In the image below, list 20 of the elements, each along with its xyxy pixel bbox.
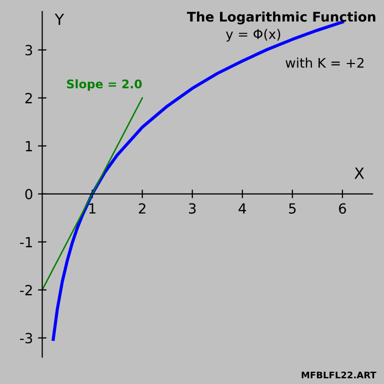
x-tick-label: 3 [188,203,196,214]
y-tick-label: 1 [26,141,32,152]
x-tick-label: 2 [138,203,146,214]
annotation: Slope = 2.0 [67,79,142,91]
y-tick-label: 3 [25,44,32,56]
x-tick-label: 5 [289,203,296,214]
x-axis-title: X [354,168,364,179]
x-tick-label: 1 [89,203,96,214]
y-tick-label: 0 [25,188,32,200]
y-tick-label: -2 [20,284,32,296]
x-tick-label: 4 [238,203,246,214]
x-tick-label: 6 [339,203,346,214]
y-tick-label: -1 [20,237,32,248]
y-tick-label: 2 [25,92,32,104]
chart-title: The Logarithmic Function [186,12,376,24]
text: MFBLFL22.ART [302,372,376,378]
y-axis-title: Y [54,14,64,25]
text: y = Φ(x) [226,28,280,42]
y-tick-label: -3 [20,332,32,344]
annotation: with K = +2 [286,58,364,68]
